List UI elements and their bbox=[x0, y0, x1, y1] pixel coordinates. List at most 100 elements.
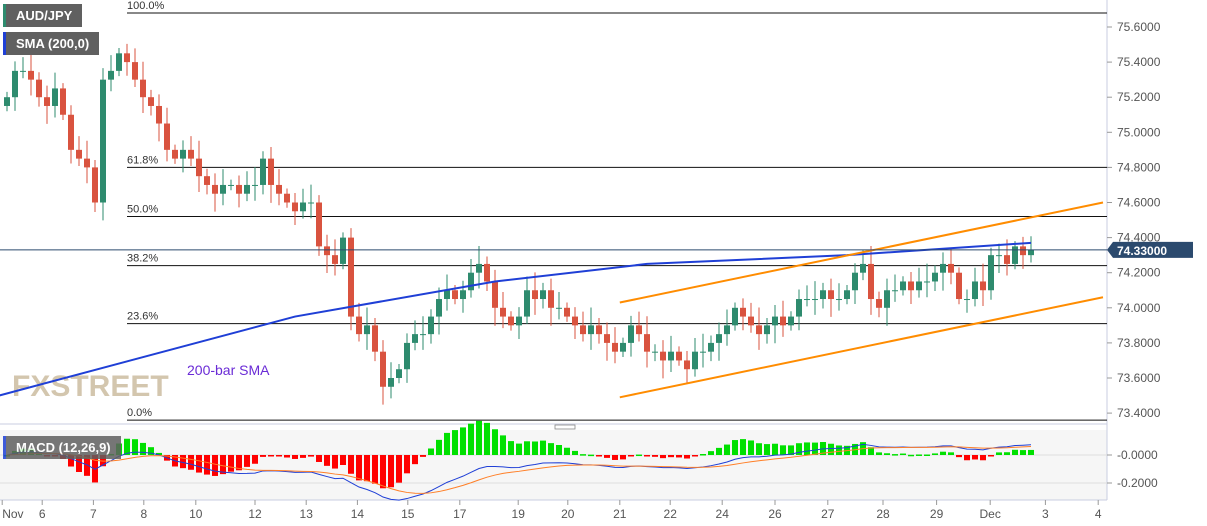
macd-histogram-bar bbox=[252, 455, 258, 464]
macd-histogram-bar bbox=[436, 439, 442, 455]
signal-line bbox=[6, 445, 1032, 494]
price-plot-area bbox=[0, 0, 1107, 424]
x-tick-label: 8 bbox=[140, 507, 147, 521]
macd-histogram-bar bbox=[516, 443, 522, 455]
macd-histogram-bar bbox=[732, 440, 738, 455]
candle-body bbox=[452, 290, 458, 300]
macd-histogram-bar bbox=[580, 454, 586, 456]
candle-body bbox=[676, 351, 682, 361]
candle-body bbox=[196, 158, 202, 177]
candle-body bbox=[388, 378, 394, 387]
macd-histogram-bar bbox=[308, 455, 314, 457]
candle-body bbox=[428, 316, 434, 335]
macd-histogram-bar bbox=[92, 455, 98, 483]
candle-body bbox=[236, 184, 242, 194]
macd-histogram-bar bbox=[748, 440, 754, 455]
y-tick-label: 75.6000 bbox=[1117, 20, 1161, 34]
candle-body bbox=[668, 351, 674, 361]
macd-histogram-bar bbox=[124, 438, 130, 455]
macd-histogram-bar bbox=[180, 455, 186, 469]
macd-histogram-bar bbox=[548, 443, 554, 455]
candle-body bbox=[172, 149, 178, 159]
macd-histogram-bar bbox=[228, 455, 234, 472]
panel-resize-handle[interactable] bbox=[554, 424, 576, 430]
macd-histogram-bar bbox=[836, 445, 842, 455]
sma-annotation: 200-bar SMA bbox=[187, 362, 270, 378]
macd-histogram-bar bbox=[500, 435, 506, 455]
candle-body bbox=[228, 184, 234, 186]
candle-body bbox=[436, 299, 442, 317]
macd-histogram-bar bbox=[932, 453, 938, 455]
macd-histogram-bar bbox=[892, 454, 898, 456]
candle-body bbox=[268, 158, 274, 185]
candle-body bbox=[292, 202, 298, 212]
macd-histogram-bar bbox=[268, 455, 274, 457]
macd-histogram-bar bbox=[764, 444, 770, 455]
fib-level-label: 61.8% bbox=[127, 154, 158, 166]
x-tick-label: 22 bbox=[664, 507, 678, 521]
x-tick-label: 19 bbox=[512, 507, 526, 521]
macd-histogram-bar bbox=[140, 442, 146, 455]
y-tick-label: 74.2000 bbox=[1117, 266, 1161, 280]
candle-body bbox=[324, 246, 330, 256]
candle-body bbox=[36, 79, 42, 98]
macd-histogram-bar bbox=[260, 455, 266, 457]
candle-body bbox=[412, 334, 418, 343]
macd-histogram-bar bbox=[916, 454, 922, 456]
macd-histogram-bar bbox=[276, 455, 282, 457]
macd-histogram-bar bbox=[804, 442, 810, 455]
x-tick-label: 10 bbox=[189, 507, 203, 521]
candle-body bbox=[404, 342, 410, 370]
macd-histogram-bar bbox=[964, 455, 970, 461]
macd-histogram-bar bbox=[724, 444, 730, 455]
x-tick-label: 13 bbox=[300, 507, 314, 521]
candle-body bbox=[212, 184, 218, 194]
candle-body bbox=[692, 351, 698, 370]
macd-histogram-bar bbox=[484, 422, 490, 455]
candle-body bbox=[340, 237, 346, 264]
macd-histogram-bar bbox=[972, 455, 978, 460]
candle-body bbox=[852, 272, 858, 291]
candle-body bbox=[860, 263, 866, 273]
macd-histogram-bar bbox=[596, 455, 602, 457]
macd-histogram-bar bbox=[612, 455, 618, 460]
candle-body bbox=[364, 325, 370, 335]
fib-level-label: 100.0% bbox=[127, 0, 165, 12]
candle-body bbox=[588, 325, 594, 335]
macd-histogram-bar bbox=[468, 423, 474, 455]
macd-histogram-bar bbox=[492, 429, 498, 455]
fxstreet-watermark: FXSTREET bbox=[12, 370, 169, 403]
candle-body bbox=[300, 202, 306, 212]
macd-histogram-bar bbox=[988, 455, 994, 457]
candle-body bbox=[28, 70, 34, 80]
macd-tick-label: -0.2000 bbox=[1117, 476, 1158, 490]
macd-histogram-bar bbox=[556, 445, 562, 455]
candle-body bbox=[756, 325, 762, 335]
candle-body bbox=[996, 255, 1002, 257]
y-tick-label: 75.2000 bbox=[1117, 90, 1161, 104]
macd-histogram-bar bbox=[452, 430, 458, 455]
candle-body bbox=[476, 263, 482, 273]
macd-histogram-bar bbox=[236, 455, 242, 471]
x-tick-label: 20 bbox=[561, 507, 575, 521]
candle-body bbox=[244, 184, 250, 194]
sma-200-line bbox=[0, 241, 1032, 397]
x-tick-label: 21 bbox=[613, 507, 627, 521]
macd-histogram-bar bbox=[1004, 452, 1010, 455]
x-tick-label: 12 bbox=[248, 507, 262, 521]
candle-body bbox=[828, 290, 834, 300]
macd-histogram-bar bbox=[772, 443, 778, 455]
macd-histogram-bar bbox=[1028, 449, 1034, 455]
macd-histogram-bar bbox=[636, 454, 642, 457]
candle-body bbox=[68, 114, 74, 150]
candle-body bbox=[396, 369, 402, 378]
macd-histogram-bar bbox=[692, 455, 698, 457]
macd-histogram-bar bbox=[716, 447, 722, 455]
x-tick-label: Dec bbox=[980, 507, 1001, 521]
macd-histogram-bar bbox=[348, 455, 354, 474]
candle-body bbox=[844, 290, 850, 300]
macd-histogram-bar bbox=[220, 455, 226, 475]
candle-body bbox=[724, 325, 730, 335]
candle-body bbox=[916, 281, 922, 291]
macd-histogram-bar bbox=[676, 455, 682, 458]
